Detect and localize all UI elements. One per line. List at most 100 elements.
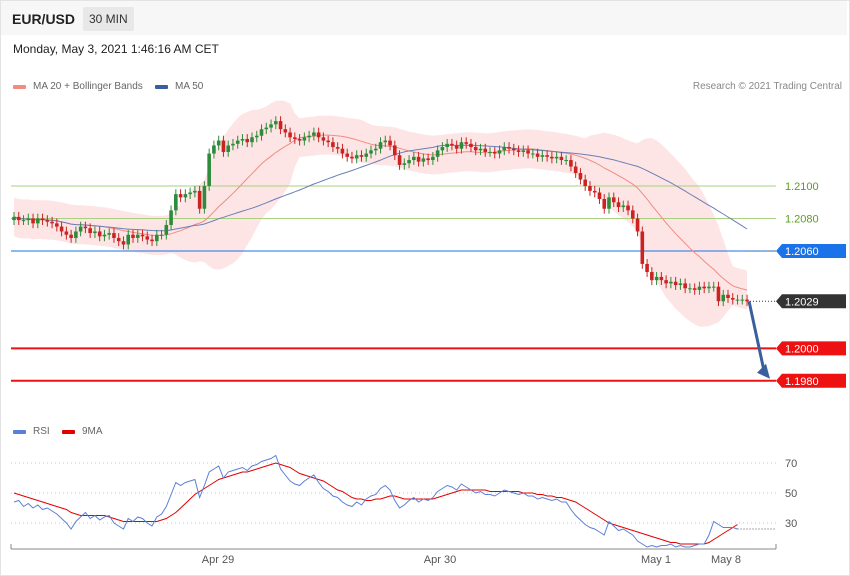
rsi-tick-50: 50: [785, 488, 797, 500]
candle-body: [707, 286, 711, 289]
candle-body: [326, 140, 330, 143]
candle-body: [673, 281, 678, 286]
rsi-swatch: [13, 429, 26, 434]
candle-body: [473, 147, 478, 151]
candle-body: [602, 199, 607, 209]
candle-body: [512, 148, 516, 151]
candle-body: [726, 294, 730, 299]
candle-body: [97, 231, 102, 237]
candle-body: [259, 129, 264, 136]
candle-body: [150, 239, 154, 242]
candle-body: [640, 231, 645, 264]
candle-body: [283, 129, 288, 133]
candle-body: [88, 228, 92, 234]
candle-body: [231, 143, 235, 146]
candle-body: [312, 132, 316, 136]
candle-body: [664, 280, 668, 284]
forecast-arrow-line: [747, 300, 766, 372]
candle-body: [278, 121, 283, 130]
candle-body: [550, 156, 554, 159]
candle-body: [40, 218, 45, 221]
candle-body: [592, 190, 597, 193]
level-label-1.2000: 1.2000: [785, 343, 819, 355]
candle-body: [345, 153, 349, 157]
candle-body: [335, 147, 340, 149]
candle-body: [159, 234, 164, 236]
ma50-line: [13, 144, 748, 232]
candle-body: [440, 147, 445, 151]
candle-body: [388, 140, 392, 146]
candle-body: [226, 145, 230, 152]
candle-body: [483, 148, 488, 152]
candle-body: [583, 179, 587, 187]
candle-body: [254, 135, 259, 138]
candle-body: [616, 202, 621, 208]
candle-body: [155, 234, 159, 242]
candle-body: [535, 153, 540, 157]
candle-body: [202, 186, 207, 209]
candle-body: [350, 156, 354, 159]
candle-body: [569, 160, 573, 167]
candle-body: [188, 192, 192, 195]
candle-body: [416, 156, 421, 162]
candle-body: [588, 186, 592, 191]
candle-body: [545, 155, 549, 157]
candle-body: [559, 156, 564, 161]
candle-body: [307, 135, 311, 138]
candle-body: [116, 237, 121, 242]
candle-body: [412, 156, 416, 161]
candle-body: [645, 263, 649, 273]
candle-body: [126, 234, 131, 245]
candle-body: [521, 150, 526, 152]
candle-body: [745, 299, 749, 302]
candle-body: [59, 226, 64, 232]
candle-body: [64, 231, 69, 235]
candle-body: [302, 137, 307, 141]
level-tag-1.2060: [776, 243, 846, 258]
legend-ma50: MA 50: [155, 81, 203, 92]
candle-body: [378, 142, 383, 149]
candle-body: [469, 143, 473, 148]
candle-body: [464, 142, 468, 144]
level-label-1.2080: 1.2080: [785, 213, 819, 225]
candle-body: [697, 286, 702, 290]
candle-body: [373, 148, 378, 151]
level-tag-1.2000: [776, 341, 846, 356]
legend-rsi: RSI: [13, 426, 50, 437]
candle-body: [393, 145, 397, 156]
candle-body: [426, 158, 430, 161]
candle-body: [164, 224, 169, 235]
candle-body: [102, 234, 107, 237]
legend-9ma-label: 9MA: [82, 426, 103, 437]
candle-body: [240, 138, 245, 141]
legend-rsi-label: RSI: [33, 426, 50, 437]
candle-body: [435, 150, 440, 157]
candle-body: [402, 163, 407, 165]
candle-body: [31, 218, 35, 224]
candle-body: [621, 205, 626, 208]
candle-body: [78, 226, 83, 232]
legend-9ma: 9MA: [62, 426, 103, 437]
candle-body: [626, 205, 630, 211]
candle-body: [264, 127, 269, 130]
9ma-swatch: [62, 429, 75, 434]
candle-body: [178, 194, 183, 198]
candle-body: [45, 220, 50, 222]
candle-body: [364, 153, 369, 157]
candle-body: [55, 223, 59, 227]
candle-body: [650, 272, 654, 281]
candle-body: [316, 132, 321, 138]
level-label-1.2060: 1.2060: [785, 246, 819, 258]
timeframe-button[interactable]: 30 MIN: [83, 7, 134, 31]
candle-body: [245, 138, 250, 143]
candle-body: [359, 155, 364, 157]
x-tick-label: Apr 29: [202, 554, 234, 566]
candle-body: [507, 147, 511, 149]
rsi-line: [13, 454, 738, 548]
rsi-9ma-line: [13, 462, 738, 545]
candle-body: [235, 140, 240, 144]
candle-body: [554, 156, 559, 159]
candle-body: [221, 140, 226, 152]
symbol-label: EUR/USD: [12, 11, 76, 27]
